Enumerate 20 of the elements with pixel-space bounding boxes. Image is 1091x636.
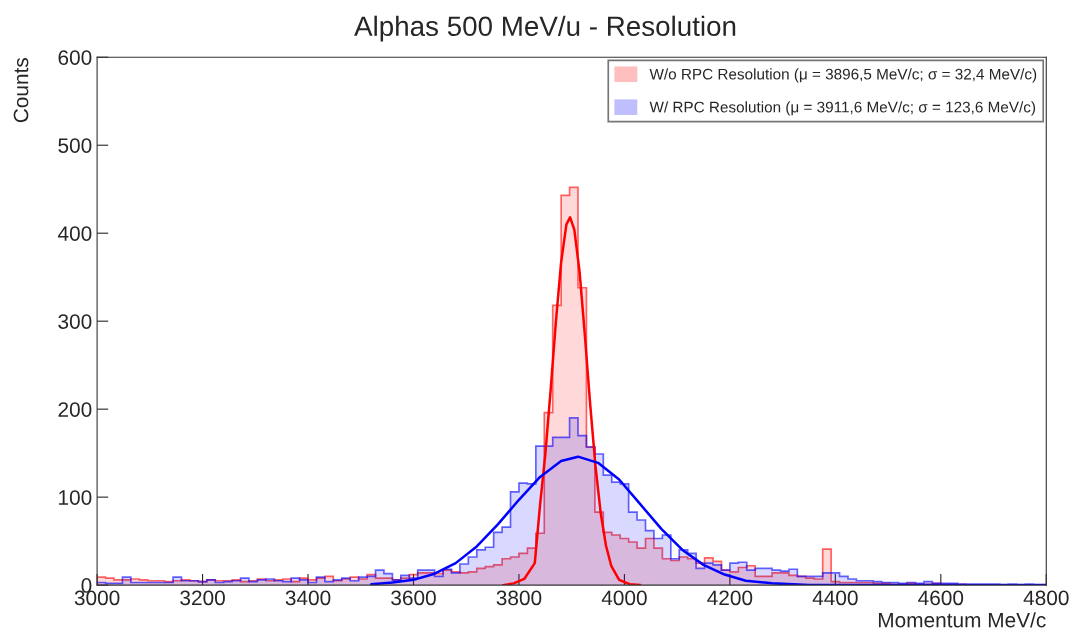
y-tick-label: 100: [59, 490, 92, 505]
y-tick-label: 600: [58, 50, 92, 65]
legend-label: W/ RPC Resolution (μ = 3911,6 MeV/c; σ = 123,6 MeV/c): [649, 101, 1036, 116]
x-tick-label: 4800: [1023, 590, 1069, 606]
x-tick-label: 4400: [812, 590, 858, 606]
y-tick-label: 500: [58, 138, 92, 153]
x-tick-label: 3800: [496, 590, 542, 606]
y-axis-title: Counts: [13, 57, 29, 123]
y-tick-label: 400: [57, 226, 92, 241]
x-tick-label: 4000: [601, 590, 647, 606]
x-tick-label: 3600: [391, 590, 436, 606]
x-tick-label: 4200: [707, 590, 753, 606]
legend-label: W/o RPC Resolution (μ = 3896,5 MeV/c; σ = 32,4 MeV/c): [649, 68, 1037, 83]
x-axis-title: Momentum MeV/c: [878, 612, 1046, 628]
y-tick-label: 300: [58, 314, 92, 329]
y-tick-label: 200: [58, 402, 92, 417]
x-tick-label: 4600: [918, 590, 964, 606]
x-tick-label: 3400: [285, 590, 331, 606]
chart-title: Alphas 500 MeV/u - Resolution: [354, 15, 736, 42]
x-tick-label: 3200: [180, 590, 225, 606]
